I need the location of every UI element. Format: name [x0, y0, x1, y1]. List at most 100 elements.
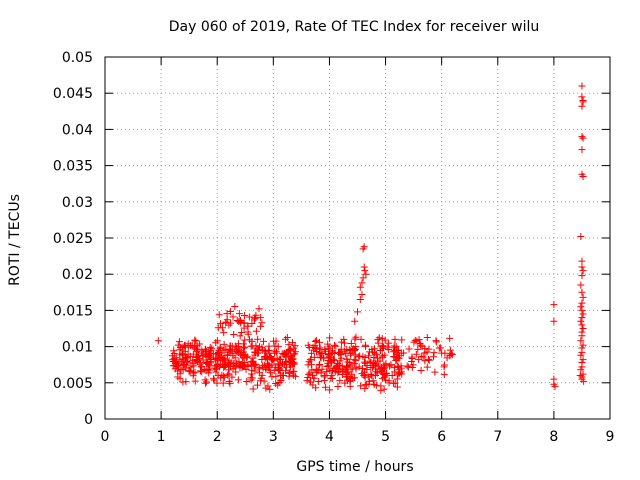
data-point [244, 322, 252, 330]
data-point [242, 365, 250, 373]
data-point [241, 343, 249, 351]
data-point [375, 334, 383, 342]
data-point [326, 354, 334, 362]
data-point [251, 314, 259, 322]
data-point [413, 337, 421, 345]
data-point [360, 368, 368, 376]
data-point [356, 283, 364, 291]
data-point [328, 372, 336, 380]
data-point [423, 348, 431, 356]
data-point [220, 372, 228, 380]
data-point [551, 382, 559, 390]
data-point [321, 383, 329, 391]
data-point [369, 364, 377, 372]
data-point [408, 357, 416, 365]
x-axis-label: GPS time / hours [296, 459, 413, 475]
data-point [207, 346, 215, 354]
data-point [334, 360, 342, 368]
data-point [285, 341, 293, 349]
data-point [580, 377, 588, 385]
data-point [342, 363, 350, 371]
data-point [252, 349, 260, 357]
data-point [199, 356, 207, 364]
y-tick-label: 0.04 [62, 122, 93, 138]
data-point [378, 374, 386, 382]
data-point [337, 338, 345, 346]
data-point [179, 378, 187, 386]
data-point [550, 301, 558, 309]
data-point [431, 368, 439, 376]
data-point [283, 334, 291, 342]
data-point [577, 317, 585, 325]
data-point [323, 363, 331, 371]
data-point [412, 350, 420, 358]
data-point [170, 350, 178, 358]
data-point [265, 361, 273, 369]
y-tick-label: 0.02 [62, 267, 93, 283]
data-point [362, 270, 370, 278]
data-point [578, 272, 586, 280]
data-point [187, 363, 195, 371]
data-point [205, 349, 213, 357]
data-point [576, 372, 584, 380]
data-point [389, 379, 397, 387]
data-point [334, 382, 342, 390]
data-point [215, 311, 223, 319]
data-point [220, 340, 228, 348]
data-point [330, 349, 338, 357]
data-point [181, 354, 189, 362]
data-point [377, 347, 385, 355]
y-axis-ticks: 0 0.005 0.01 0.015 0.02 0.025 0.03 0.035 0.04 0.0… [53, 50, 610, 428]
data-point [235, 358, 243, 366]
data-point [236, 363, 244, 371]
x-tick-label: 6 [437, 429, 446, 445]
data-point [391, 353, 399, 361]
data-point [286, 346, 294, 354]
data-point [380, 385, 388, 393]
y-tick-label: 0.05 [62, 50, 93, 66]
data-point [405, 345, 413, 353]
data-point [240, 324, 248, 332]
data-point [320, 377, 328, 385]
data-point [393, 375, 401, 383]
data-point [358, 290, 366, 298]
data-point [315, 377, 323, 385]
data-point [172, 358, 180, 366]
data-point [280, 361, 288, 369]
data-point [340, 347, 348, 355]
data-point [181, 341, 189, 349]
data-point [256, 369, 264, 377]
x-tick-label: 5 [381, 429, 390, 445]
data-point [193, 357, 201, 365]
data-point [577, 366, 585, 374]
y-tick-label: 0.01 [62, 340, 93, 356]
data-point [317, 354, 325, 362]
data-point [290, 358, 298, 366]
data-point [239, 340, 247, 348]
data-point [238, 329, 246, 337]
data-point [377, 382, 385, 390]
data-point [307, 361, 315, 369]
data-point [577, 233, 585, 241]
data-point [221, 362, 229, 370]
data-point [346, 382, 354, 390]
data-point [189, 350, 197, 358]
data-point [347, 339, 355, 347]
data-point [369, 377, 377, 385]
data-point [351, 346, 359, 354]
y-tick-label: 0 [84, 412, 93, 428]
y-tick-label: 0.015 [53, 303, 93, 319]
y-tick-label: 0.025 [53, 231, 93, 247]
data-point [222, 318, 230, 326]
x-tick-label: 9 [606, 429, 615, 445]
data-point [361, 341, 369, 349]
data-point [372, 381, 380, 389]
data-point [417, 367, 425, 375]
data-point [358, 279, 366, 287]
plot-frame [104, 56, 611, 420]
data-point [579, 98, 587, 106]
data-point [352, 357, 360, 365]
x-tick-label: 1 [157, 429, 166, 445]
